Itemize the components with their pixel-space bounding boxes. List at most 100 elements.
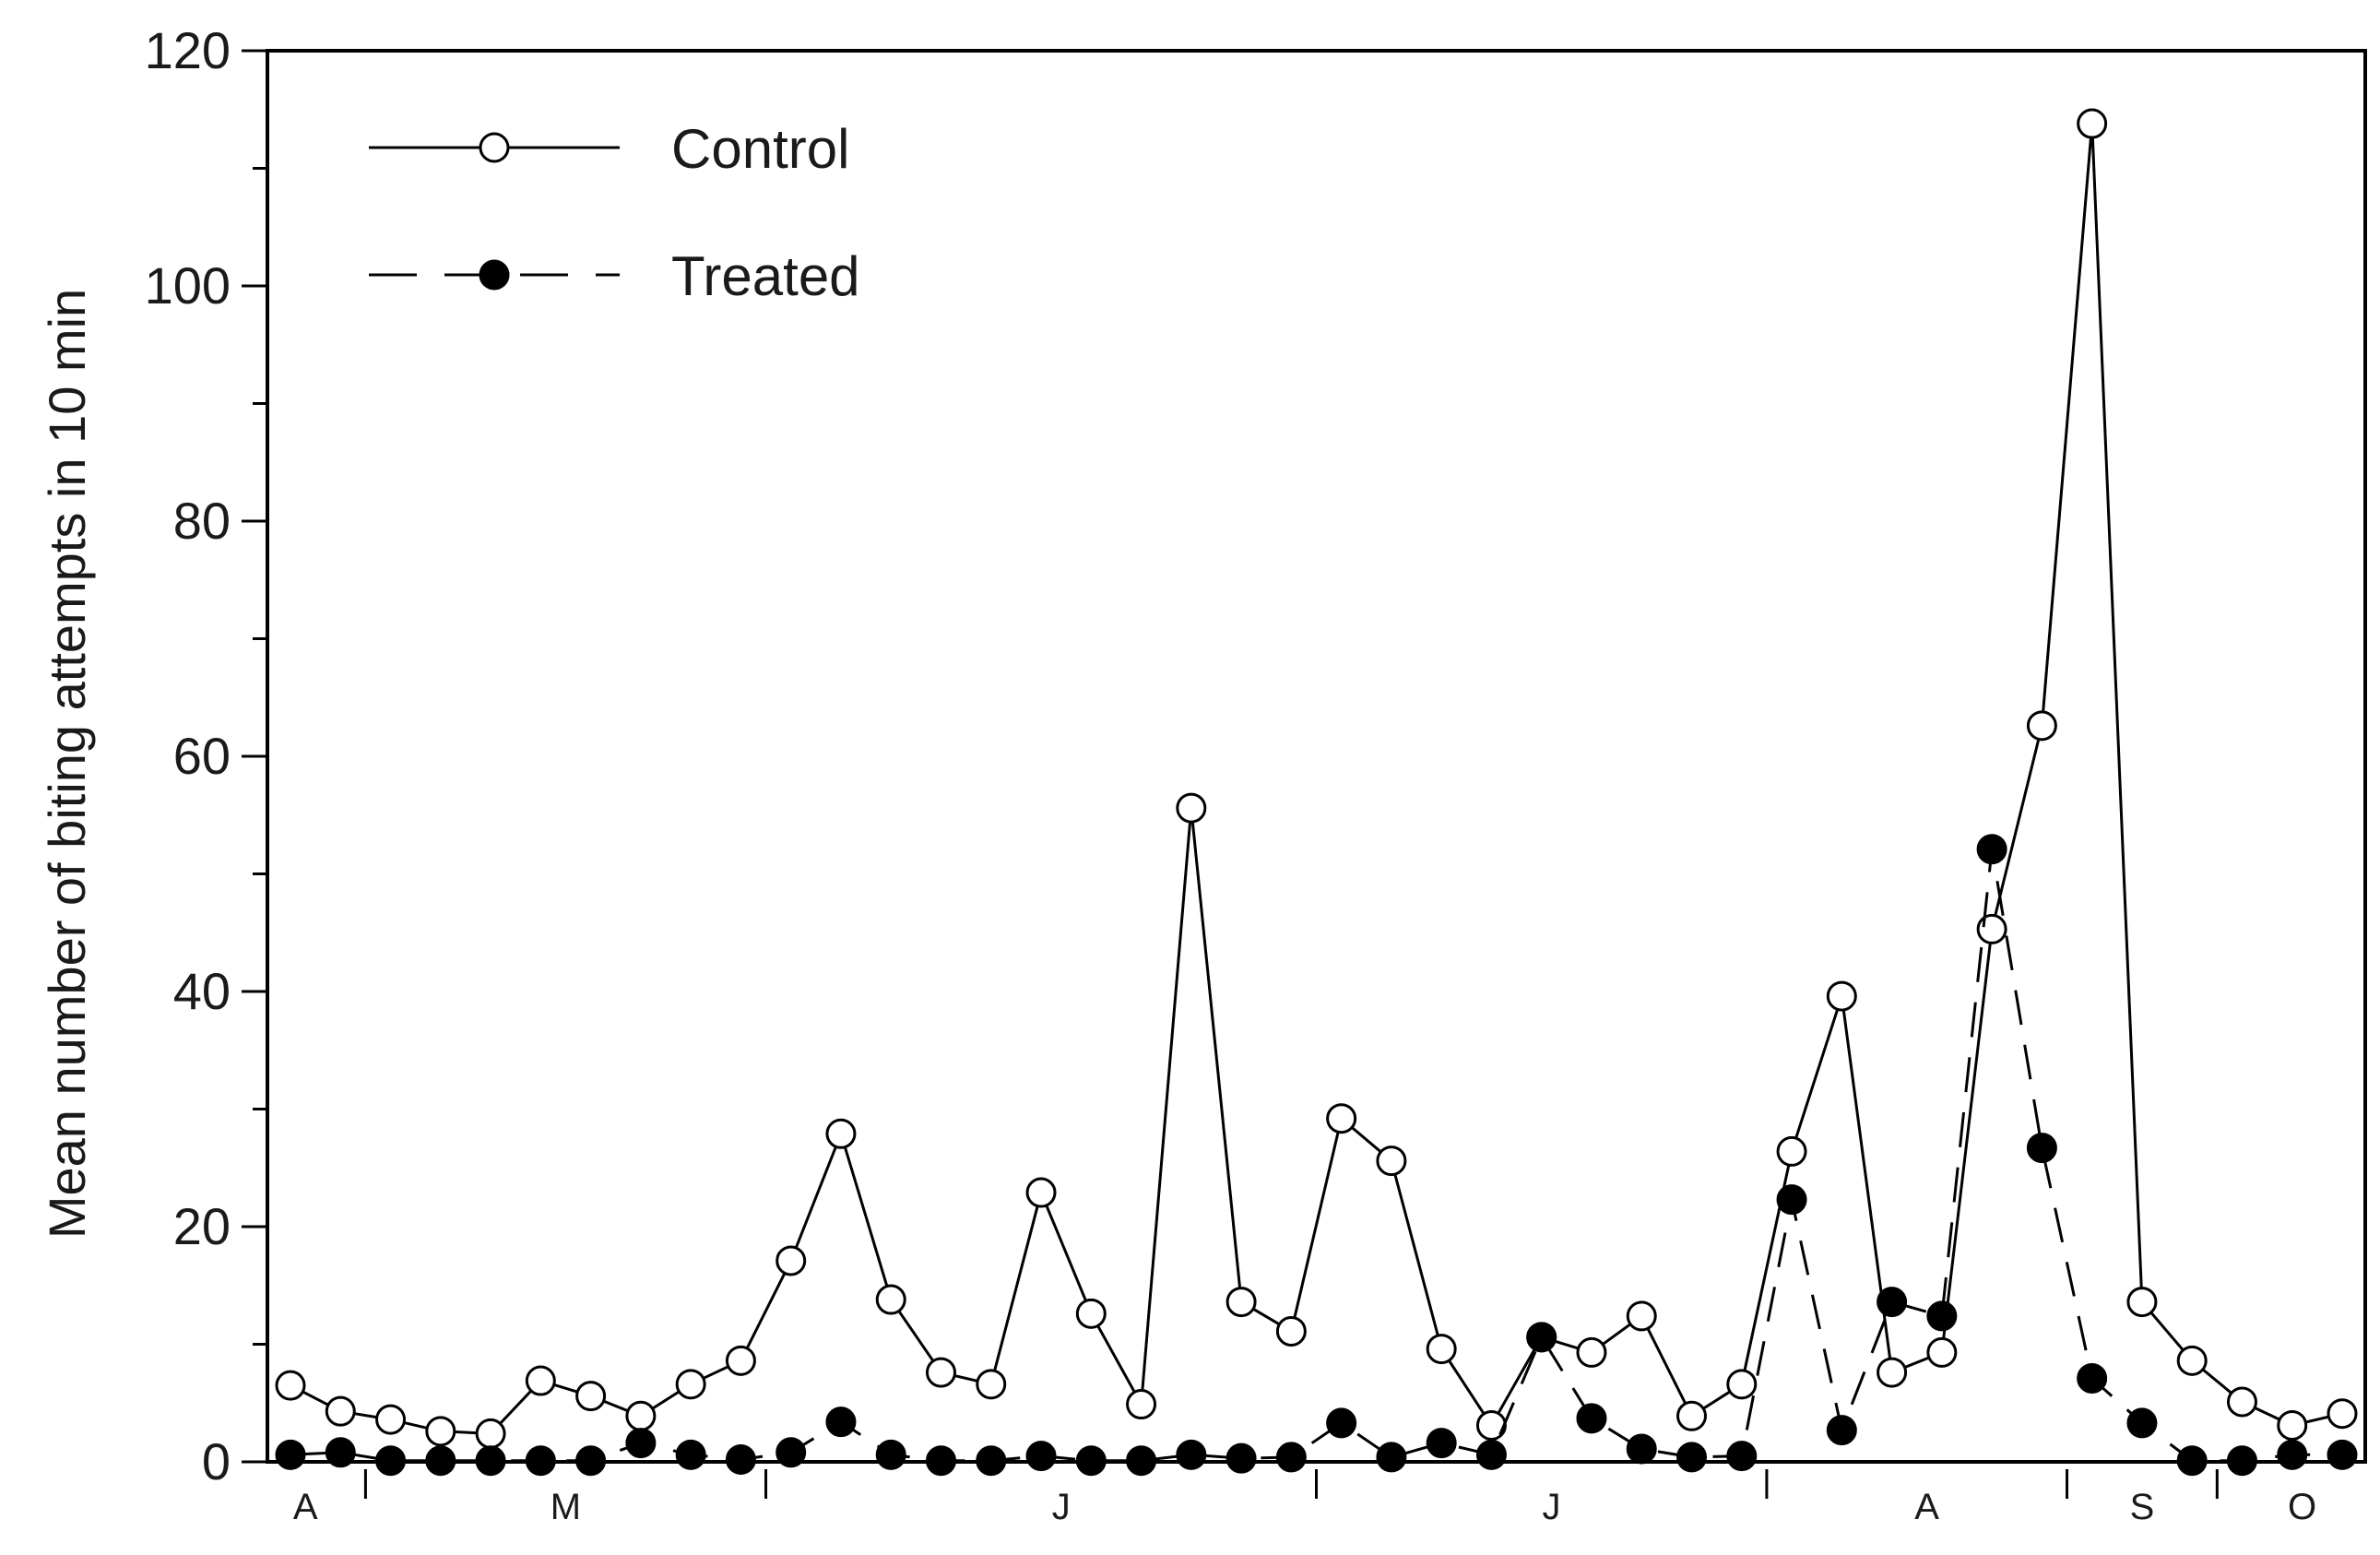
treated-point (275, 1439, 306, 1470)
month-label: S (2130, 1487, 2155, 1527)
treated-point (1626, 1433, 1657, 1465)
control-point (525, 1365, 556, 1396)
control-point (1326, 1103, 1357, 1134)
plot-border (266, 49, 2367, 1464)
treated-point (1126, 1445, 1157, 1477)
treated-point (1526, 1322, 1557, 1353)
control-point (1826, 980, 1857, 1012)
month-label: A (1914, 1487, 1939, 1527)
y-tick-label: 40 (173, 962, 231, 1020)
treated-point (1576, 1403, 1607, 1434)
control-point (1877, 1357, 1908, 1388)
treated-point (375, 1445, 407, 1477)
treated-point (776, 1437, 807, 1468)
control-point (2126, 1287, 2158, 1318)
control-point (275, 1370, 306, 1401)
treated-point (475, 1445, 506, 1477)
treated-point (1326, 1407, 1357, 1439)
y-tick-label: 120 (145, 21, 231, 79)
control-point (475, 1418, 506, 1449)
control-point (1075, 1298, 1107, 1329)
control-point (776, 1245, 807, 1276)
legend-marker-treated (479, 259, 510, 291)
y-tick-label: 80 (173, 492, 231, 550)
y-tick-label: 60 (173, 727, 231, 785)
control-point (725, 1345, 756, 1376)
treated-point (1726, 1441, 1758, 1472)
treated-point (1976, 834, 2007, 865)
treated-point (925, 1445, 956, 1477)
treated-point (2277, 1439, 2308, 1470)
treated-point (1075, 1445, 1107, 1477)
treated-point (1826, 1415, 1857, 1446)
treated-point (976, 1445, 1007, 1477)
treated-point (1926, 1300, 1958, 1332)
treated-point (1426, 1428, 1457, 1459)
legend-label-control: Control (671, 118, 849, 180)
legend: Control Treated (369, 118, 860, 307)
y-tick-label: 0 (202, 1432, 231, 1490)
treated-point (2327, 1439, 2358, 1470)
month-label: O (2288, 1487, 2316, 1527)
control-point (1676, 1400, 1708, 1431)
month-label: J (1052, 1487, 1071, 1527)
treated-point (825, 1407, 857, 1438)
treated-point (2026, 1133, 2057, 1164)
control-point (825, 1118, 857, 1149)
month-label: J (1543, 1487, 1561, 1527)
legend-marker-control (479, 132, 510, 163)
y-tick-label: 100 (145, 256, 231, 315)
treated-point (2126, 1407, 2158, 1439)
control-point (1926, 1336, 1958, 1368)
y-axis-title: Mean number of biting attempts in 10 min (38, 289, 96, 1239)
legend-label-treated: Treated (671, 245, 860, 307)
control-point (625, 1400, 657, 1431)
treated-point (1275, 1442, 1307, 1473)
y-tick-label: 20 (173, 1197, 231, 1255)
y-axis: 0 20 40 60 80 100 120 (145, 21, 267, 1490)
control-point (875, 1284, 906, 1315)
treated-point (2176, 1445, 2208, 1477)
control-point (1126, 1389, 1157, 1420)
control-point (1275, 1315, 1307, 1347)
control-point (1776, 1135, 1807, 1167)
control-point (2176, 1345, 2208, 1376)
month-label: M (551, 1487, 581, 1527)
series-line-control (290, 123, 2343, 1435)
treated-point (725, 1443, 756, 1475)
treated-point (875, 1439, 906, 1470)
control-point (1226, 1287, 1257, 1318)
control-point (1426, 1334, 1457, 1365)
control-point (2327, 1398, 2358, 1430)
treated-point (575, 1445, 607, 1477)
control-point (1176, 792, 1207, 824)
control-point (925, 1357, 956, 1388)
control-point (976, 1369, 1007, 1400)
treated-point (1776, 1184, 1807, 1216)
treated-point (1475, 1439, 1507, 1470)
treated-point (1877, 1287, 1908, 1318)
control-point (2077, 108, 2108, 139)
control-point (1576, 1336, 1607, 1368)
control-point (1376, 1145, 1407, 1177)
treated-point (1176, 1439, 1207, 1470)
control-point (375, 1404, 407, 1435)
plot-frame (266, 49, 2367, 1464)
treated-point (1376, 1442, 1407, 1473)
control-point (2277, 1409, 2308, 1441)
treated-point (1025, 1441, 1057, 1472)
control-point (1626, 1300, 1657, 1332)
control-point (1025, 1177, 1057, 1208)
treated-point (625, 1428, 657, 1459)
treated-point (675, 1439, 706, 1470)
control-point (2226, 1386, 2257, 1418)
control-point (675, 1369, 706, 1400)
control-point (2026, 710, 2057, 742)
treated-point (525, 1445, 556, 1477)
control-point (575, 1381, 607, 1412)
control-point (425, 1416, 456, 1447)
series-layer (275, 108, 2358, 1477)
treated-point (325, 1437, 356, 1468)
